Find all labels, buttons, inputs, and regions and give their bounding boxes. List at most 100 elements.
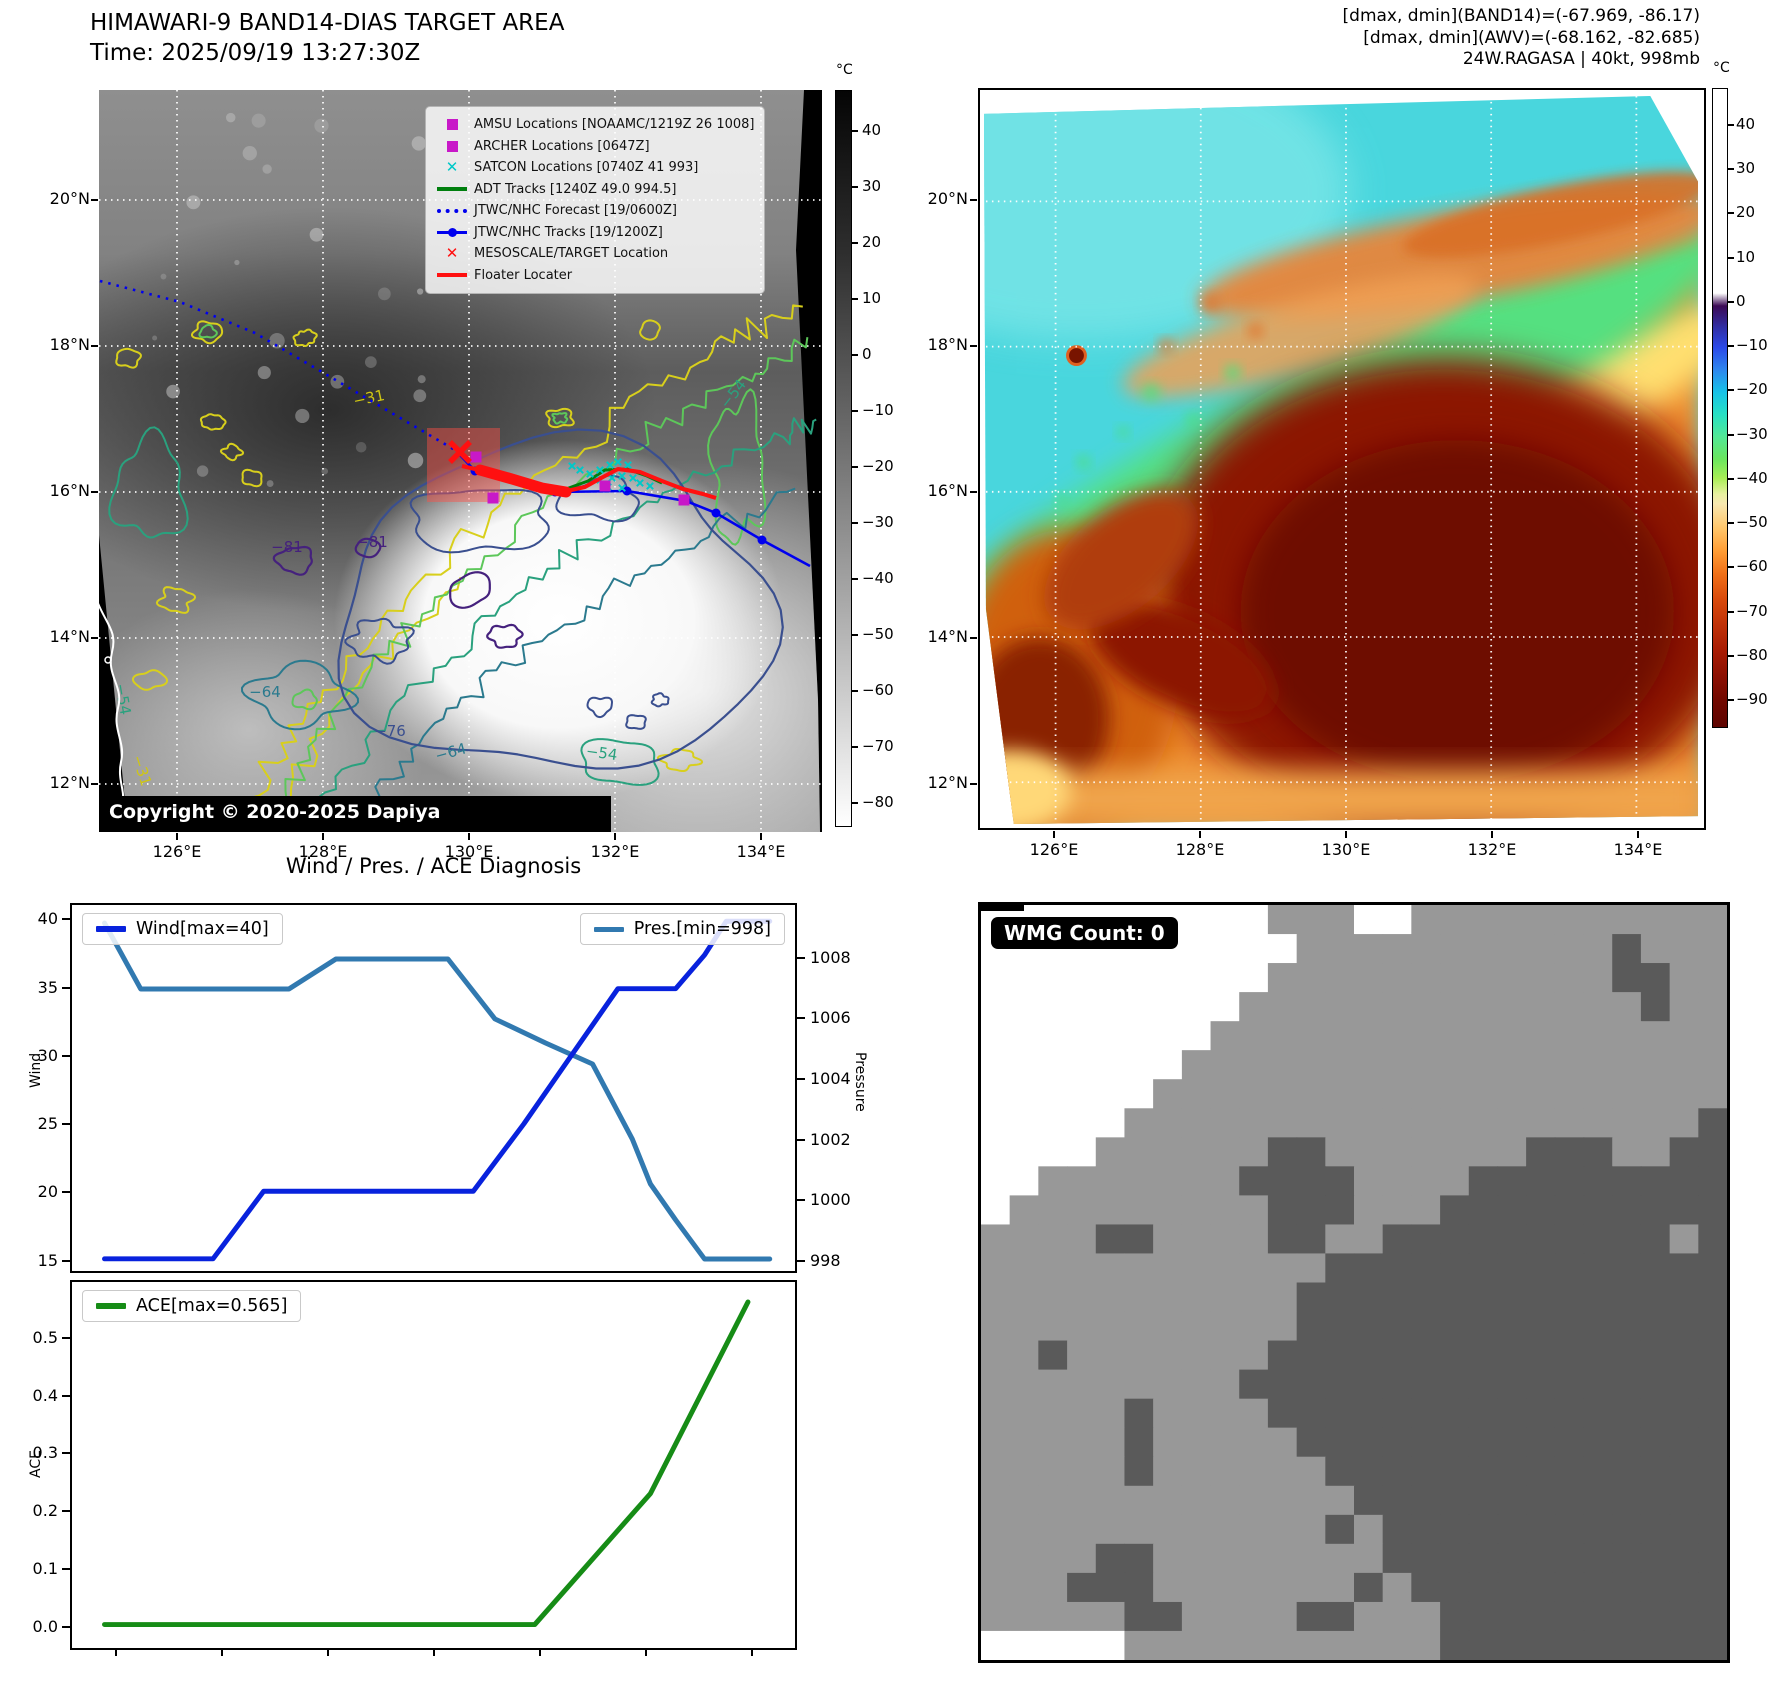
wmg-mask-cell: [1440, 1427, 1470, 1458]
wmg-mask-cell: [1296, 1340, 1326, 1371]
wmg-mask-cell: [1325, 1485, 1355, 1516]
wmg-mask-cell: [981, 1311, 1011, 1342]
wmg-mask-cell: [1181, 1543, 1212, 1574]
wmg-mask-cell: [1583, 1253, 1613, 1284]
wmg-mask-cell: [1038, 1253, 1068, 1284]
wmg-mask-cell: [1669, 1427, 1699, 1458]
lon-tick-label: 132°E: [590, 842, 640, 861]
wmg-mask-cell: [1095, 1137, 1126, 1168]
contour-label: −64: [249, 683, 281, 701]
wmg-mask-image: [981, 905, 1727, 1660]
wmg-mask-cell: [1095, 1456, 1126, 1487]
wmg-mask-cell: [1583, 1166, 1613, 1196]
ace-line-swatch: [96, 1303, 126, 1309]
wmg-mask-cell: [1669, 1050, 1699, 1080]
lon-tick-label: 134°E: [1613, 840, 1663, 859]
cloud-speckle: [314, 118, 329, 133]
wmg-mask-cell: [1640, 963, 1671, 993]
wmg-mask-cell: [1698, 992, 1727, 1022]
wmg-mask-cell: [1382, 1514, 1412, 1545]
wmg-mask-cell: [1067, 1195, 1097, 1226]
wmg-mask-cell: [1296, 1485, 1326, 1516]
wmg-mask-cell: [1153, 1369, 1183, 1400]
wmg-mask-cell: [1239, 1543, 1269, 1574]
cloud-speckle: [413, 389, 427, 403]
wmg-mask-cell: [1583, 1021, 1613, 1051]
legend-item: JTWC/NHC Tracks [19/1200Z]: [430, 222, 754, 244]
wmg-mask-cell: [1267, 1108, 1298, 1138]
wmg-mask-cell: [1440, 1340, 1470, 1371]
wmg-mask-cell: [1239, 1166, 1269, 1196]
wmg-mask-cell: [1325, 1195, 1355, 1226]
wmg-mask-cell: [1583, 1311, 1613, 1342]
wmg-mask-cell: [1583, 1398, 1613, 1429]
colorbar-tick-mark: [852, 522, 858, 524]
x-tick-mark: [327, 1650, 329, 1656]
wmg-mask-cell: [1325, 1137, 1355, 1168]
wmg-mask-cell: [1640, 1137, 1671, 1168]
wmg-mask-cell: [1669, 934, 1699, 964]
wmg-mask-cell: [1526, 1137, 1556, 1168]
colorbar-tick-mark: [852, 242, 858, 244]
colorbar-tick-mark: [1728, 698, 1734, 701]
wmg-mask-cell: [1095, 1253, 1126, 1284]
wmg-mask-cell: [1095, 1340, 1126, 1371]
wmg-mask-cell: [1325, 934, 1355, 964]
satcon-fix: [568, 462, 576, 470]
chart-title: Wind / Pres. / ACE Diagnosis: [285, 854, 582, 878]
wmg-mask-cell: [1554, 963, 1585, 993]
y-tick-label: 1002: [810, 1129, 851, 1149]
wmg-mask-cell: [1440, 1311, 1470, 1342]
wmg-mask-cell: [981, 1398, 1011, 1429]
lat-tick-label: 16°N: [927, 481, 968, 500]
wmg-mask-cell: [1067, 1601, 1097, 1632]
left-colorbar: [835, 90, 852, 827]
wmg-mask-cell: [981, 1369, 1011, 1400]
wmg-mask-cell: [1210, 1108, 1240, 1138]
page-title: HIMAWARI-9 BAND14-DIAS TARGET AREA: [90, 10, 565, 36]
wmg-mask-cell: [1468, 1630, 1499, 1660]
wmg-mask-cell: [1267, 1253, 1298, 1284]
wmg-mask-cell: [1181, 1630, 1212, 1660]
wmg-mask-cell: [1038, 1630, 1068, 1660]
wmg-mask-cell: [1583, 1543, 1613, 1574]
wmg-mask-cell: [1210, 1224, 1240, 1255]
wmg-mask-cell: [1181, 1079, 1212, 1109]
satcon-fix: [646, 482, 654, 490]
wmg-mask-cell: [1009, 1253, 1039, 1284]
wmg-mask-cell: [1296, 1398, 1326, 1429]
map-graphic: [1088, 599, 1274, 718]
x-tick-mark: [115, 1650, 117, 1656]
cloud-speckle: [416, 288, 424, 295]
wmg-mask-cell: [1325, 1224, 1355, 1255]
colorbar-tick-label: 0: [1736, 291, 1746, 310]
wmg-mask-cell: [1583, 1601, 1613, 1632]
wmg-mask-cell: [1497, 934, 1527, 964]
wmg-mask-cell: [1296, 1021, 1326, 1051]
wmg-mask-cell: [1382, 963, 1412, 993]
wmg-mask-cell: [1669, 1282, 1699, 1313]
contour-path: [449, 571, 491, 609]
wmg-mask-cell: [1267, 1021, 1298, 1051]
wmg-mask-cell: [1181, 1224, 1212, 1255]
wmg-mask-cell: [1095, 1224, 1126, 1255]
contour-path: [580, 738, 660, 786]
wmg-mask-cell: [1239, 1485, 1269, 1516]
y-tick-label: 1006: [810, 1008, 851, 1028]
wmg-mask-cell: [1698, 1195, 1727, 1226]
wmg-mask-cell: [1009, 1572, 1039, 1603]
wmg-mask-cell: [1497, 1021, 1527, 1051]
wmg-mask-cell: [1554, 1630, 1585, 1660]
wmg-mask-cell: [1267, 992, 1298, 1022]
wmg-mask-cell: [1009, 1195, 1039, 1226]
wmg-mask-cell: [1038, 1398, 1068, 1429]
wmg-mask-cell: [1124, 1108, 1154, 1138]
contour-label: −76: [374, 722, 406, 740]
wmg-mask-cell: [1153, 1021, 1183, 1051]
amsu-fix: [678, 494, 690, 506]
wmg-mask-cell: [1440, 1456, 1470, 1487]
wmg-mask-cell: [1554, 1282, 1585, 1313]
wmg-mask-cell: [1698, 934, 1727, 964]
wmg-mask-cell: [1526, 1224, 1556, 1255]
wmg-mask-cell: [1095, 1572, 1126, 1603]
